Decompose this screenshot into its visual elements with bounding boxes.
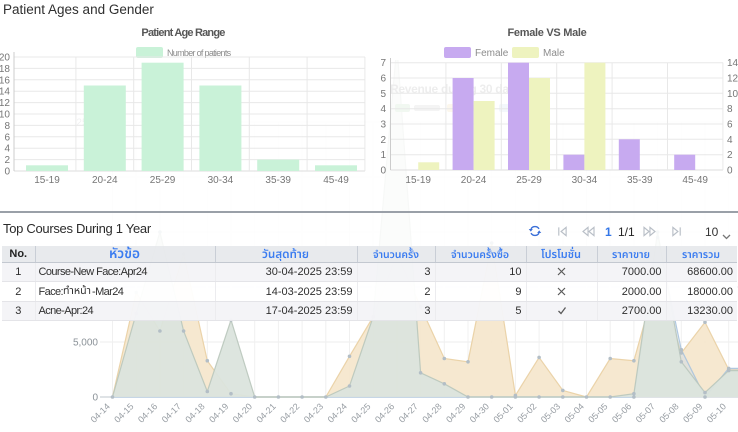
svg-text:04-21: 04-21 [254, 401, 277, 424]
svg-text:20: 20 [0, 53, 10, 64]
svg-text:45-49: 45-49 [682, 175, 708, 186]
svg-text:0: 0 [727, 166, 733, 177]
svg-text:05-10: 05-10 [705, 401, 728, 424]
svg-text:4: 4 [4, 144, 10, 155]
svg-text:6: 6 [4, 132, 10, 143]
svg-text:8: 8 [4, 121, 10, 132]
svg-text:5: 5 [380, 89, 386, 100]
svg-text:Male: Male [543, 48, 565, 59]
svg-text:20-24: 20-24 [461, 175, 487, 186]
svg-text:30-34: 30-34 [572, 175, 598, 186]
svg-text:05-04: 05-04 [563, 401, 586, 424]
svg-text:2: 2 [727, 150, 733, 161]
svg-text:Number of patients: Number of patients [167, 48, 232, 58]
svg-text:04-18: 04-18 [183, 401, 206, 424]
svg-text:04-26: 04-26 [373, 401, 396, 424]
svg-text:0: 0 [4, 167, 10, 178]
svg-text:20-24: 20-24 [92, 175, 118, 186]
svg-text:05-07: 05-07 [634, 401, 657, 424]
svg-text:0: 0 [92, 393, 98, 404]
svg-text:8: 8 [727, 104, 733, 115]
svg-text:0: 0 [380, 166, 386, 177]
svg-text:15-19: 15-19 [34, 175, 60, 186]
svg-text:Patient Age Range: Patient Age Range [141, 27, 225, 39]
svg-text:35-39: 35-39 [627, 175, 653, 186]
svg-text:4: 4 [380, 104, 386, 115]
svg-text:6: 6 [380, 74, 386, 85]
svg-text:14: 14 [0, 87, 10, 98]
svg-text:04-22: 04-22 [278, 401, 301, 424]
svg-text:04-24: 04-24 [326, 401, 349, 424]
svg-text:05-08: 05-08 [657, 401, 680, 424]
svg-text:10: 10 [0, 110, 10, 121]
svg-text:7: 7 [380, 58, 386, 69]
svg-text:04-29: 04-29 [444, 401, 467, 424]
svg-text:12: 12 [727, 74, 738, 85]
svg-text:04-25: 04-25 [349, 401, 372, 424]
svg-text:05-05: 05-05 [586, 401, 609, 424]
svg-text:6: 6 [727, 120, 733, 131]
svg-text:30-34: 30-34 [208, 175, 234, 186]
svg-text:14: 14 [727, 58, 738, 69]
svg-text:Female VS Male: Female VS Male [508, 27, 587, 39]
svg-text:45-49: 45-49 [323, 175, 349, 186]
svg-text:2: 2 [4, 155, 10, 166]
svg-text:3: 3 [380, 120, 386, 131]
svg-text:5,000: 5,000 [73, 338, 98, 349]
svg-text:16: 16 [0, 75, 10, 86]
svg-text:15-19: 15-19 [405, 175, 431, 186]
svg-text:04-30: 04-30 [468, 401, 491, 424]
svg-text:12: 12 [0, 98, 10, 109]
svg-text:05-09: 05-09 [681, 401, 704, 424]
svg-text:05-02: 05-02 [515, 401, 538, 424]
svg-text:25-29: 25-29 [150, 175, 176, 186]
svg-text:04-17: 04-17 [160, 401, 183, 424]
svg-text:Female: Female [475, 48, 509, 59]
svg-text:1: 1 [380, 150, 386, 161]
svg-text:04-16: 04-16 [136, 401, 159, 424]
svg-text:10: 10 [727, 89, 738, 100]
svg-text:25-29: 25-29 [516, 175, 542, 186]
svg-text:04-23: 04-23 [302, 401, 325, 424]
svg-text:35-39: 35-39 [265, 175, 291, 186]
svg-text:05-03: 05-03 [539, 401, 562, 424]
svg-text:04-14: 04-14 [89, 401, 112, 424]
svg-text:4: 4 [727, 135, 733, 146]
svg-text:05-01: 05-01 [491, 401, 514, 424]
svg-text:04-28: 04-28 [420, 401, 443, 424]
svg-text:05-06: 05-06 [610, 401, 633, 424]
svg-text:04-27: 04-27 [397, 401, 420, 424]
svg-text:04-15: 04-15 [112, 401, 135, 424]
svg-text:04-20: 04-20 [231, 401, 254, 424]
svg-text:18: 18 [0, 64, 10, 75]
svg-text:04-19: 04-19 [207, 401, 230, 424]
svg-text:2: 2 [380, 135, 386, 146]
